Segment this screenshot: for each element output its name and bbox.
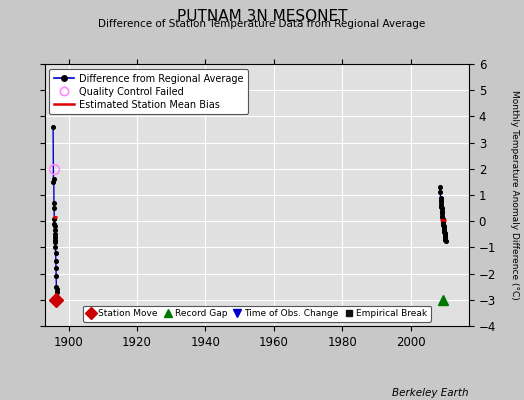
Point [441,232,449,239]
Point [439,221,447,227]
Text: PUTNAM 3N MESONET: PUTNAM 3N MESONET [177,9,347,24]
Point [437,204,445,210]
Point [52,284,61,290]
Point [52,289,61,295]
Point [438,208,446,214]
Point [440,228,449,235]
Point [439,217,447,223]
Point [437,202,445,209]
Point [440,227,449,234]
Point [50,221,59,227]
Point [51,236,59,243]
Point [52,265,60,272]
Point [439,218,447,224]
Point [50,223,59,230]
Point [50,205,58,211]
Point [50,215,59,222]
Point [439,215,447,222]
Point [438,213,446,219]
Point [52,257,60,264]
Point [51,244,60,250]
Point [435,184,444,190]
Point [51,239,60,245]
Text: Difference of Station Temperature Data from Regional Average: Difference of Station Temperature Data f… [99,19,425,29]
Point [438,209,446,215]
Point [440,224,448,231]
Legend: Station Move, Record Gap, Time of Obs. Change, Empirical Break: Station Move, Record Gap, Time of Obs. C… [83,306,431,322]
Point [440,223,448,230]
Point [438,214,446,220]
Point [440,230,449,236]
Point [436,189,444,196]
Point [438,205,446,211]
Point [49,124,57,130]
Point [441,231,449,238]
Point [437,198,445,205]
Point [52,286,61,292]
Point [50,227,59,234]
Point [436,197,445,204]
Point [51,231,59,238]
Text: Berkeley Earth: Berkeley Earth [392,388,469,398]
Point [49,179,58,185]
Point [441,235,450,242]
Point [436,194,445,201]
Point [441,238,450,244]
Point [50,200,58,206]
Point [441,234,449,240]
Point [439,222,447,228]
Point [439,219,447,226]
Point [441,236,450,243]
Point [51,250,60,256]
Point [52,273,60,280]
Point [51,234,59,240]
Point [440,226,448,232]
Y-axis label: Monthly Temperature Anomaly Difference (°C): Monthly Temperature Anomaly Difference (… [510,90,519,300]
Point [50,176,58,182]
Point [438,210,446,216]
